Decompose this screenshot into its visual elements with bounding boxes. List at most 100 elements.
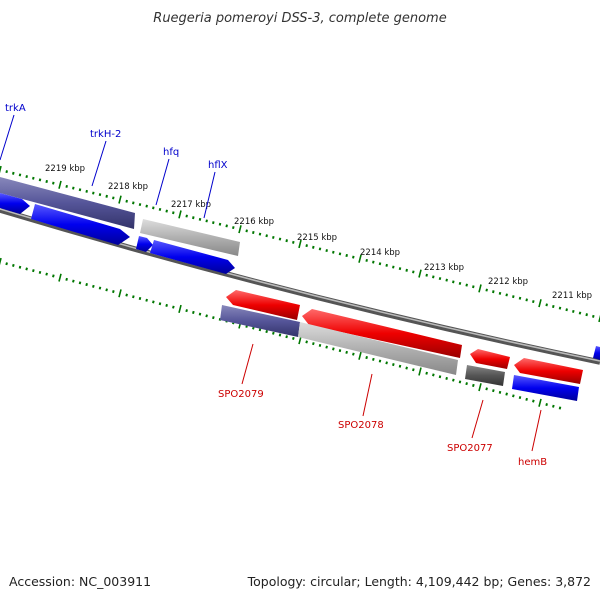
reverse-strand-features: [220, 290, 583, 401]
minor-tick: [125, 293, 128, 297]
minor-tick: [12, 263, 15, 267]
gene-feature[interactable]: [140, 219, 240, 256]
minor-tick: [405, 366, 408, 370]
minor-tick: [532, 300, 535, 304]
minor-tick: [525, 298, 528, 302]
minor-tick: [12, 171, 15, 175]
major-tick: [418, 269, 422, 278]
minor-tick: [165, 303, 168, 307]
minor-tick: [338, 349, 342, 353]
minor-tick: [425, 371, 428, 375]
minor-tick: [25, 267, 28, 271]
minor-tick: [545, 403, 548, 407]
gene-feature[interactable]: [298, 322, 458, 375]
minor-tick: [258, 328, 262, 332]
minor-tick: [78, 281, 82, 285]
topology-summary: Topology: circular; Length: 4,109,442 bp…: [247, 574, 591, 589]
gene-label-spo2078[interactable]: SPO2078: [338, 420, 384, 431]
gene-feature[interactable]: [470, 349, 510, 369]
minor-tick: [285, 335, 288, 339]
minor-tick: [452, 280, 455, 284]
gene-feature[interactable]: [302, 309, 462, 358]
minor-tick: [305, 244, 308, 248]
gene-feature[interactable]: [465, 365, 505, 386]
scale-label: 2216 kbp: [234, 217, 274, 227]
gene-feature[interactable]: [136, 236, 153, 252]
minor-tick: [292, 240, 295, 244]
minor-tick: [345, 253, 348, 258]
minor-tick: [425, 273, 428, 277]
minor-tick: [112, 196, 115, 200]
minor-tick: [165, 209, 168, 213]
minor-tick: [505, 392, 508, 396]
major-tick: [358, 351, 362, 360]
minor-tick: [558, 306, 562, 310]
gene-feature[interactable]: [150, 240, 235, 274]
gene-feature[interactable]: [0, 177, 135, 229]
gene-label-hflx[interactable]: hflX: [208, 160, 228, 171]
gene-label-hemb[interactable]: hemB: [518, 457, 547, 468]
minor-tick: [252, 230, 255, 235]
minor-tick: [78, 188, 82, 192]
gene-label-spo2077[interactable]: SPO2077: [447, 443, 493, 454]
minor-tick: [52, 274, 55, 278]
gene-feature[interactable]: [0, 193, 30, 214]
minor-tick: [472, 285, 475, 289]
minor-tick: [245, 229, 248, 233]
major-tick: [298, 239, 302, 249]
gene-feature[interactable]: [512, 375, 579, 401]
minor-tick: [72, 186, 75, 190]
gene-feature[interactable]: [514, 358, 583, 384]
minor-tick: [305, 340, 308, 344]
scale-label: 2212 kbp: [488, 277, 528, 287]
minor-tick: [92, 284, 95, 288]
minor-tick: [572, 309, 575, 313]
scale-labels: 2219 kbp 2218 kbp 2217 kbp 2216 kbp 2215…: [45, 164, 592, 301]
minor-tick: [18, 173, 22, 177]
minor-tick: [198, 217, 202, 221]
minor-tick: [545, 303, 548, 307]
minor-tick: [518, 396, 522, 400]
minor-tick: [352, 352, 355, 356]
gene-label-trka[interactable]: trkA: [5, 103, 26, 114]
minor-tick: [432, 275, 435, 279]
minor-tick: [592, 314, 595, 318]
minor-tick: [512, 295, 515, 299]
minor-tick: [285, 239, 288, 243]
major-tick: [58, 180, 62, 189]
minor-tick: [485, 387, 488, 391]
minor-tick: [558, 406, 562, 410]
gene-feature[interactable]: [593, 346, 600, 360]
minor-tick: [472, 383, 475, 387]
minor-tick: [158, 302, 162, 306]
gene-label-spo2079[interactable]: SPO2079: [218, 389, 264, 400]
minor-tick: [345, 350, 348, 354]
minor-tick: [258, 232, 262, 236]
major-tick: [478, 284, 482, 293]
minor-tick: [292, 336, 295, 340]
gene-label-hfq[interactable]: hfq: [163, 147, 179, 158]
minor-tick: [578, 311, 582, 315]
minor-tick: [325, 249, 328, 253]
gene-feature[interactable]: [226, 290, 300, 320]
minor-tick: [105, 288, 108, 292]
minor-tick: [525, 397, 528, 401]
minor-tick: [385, 361, 388, 365]
major-tick: [118, 195, 122, 204]
minor-tick: [152, 300, 155, 304]
gene-feature[interactable]: [220, 305, 300, 337]
minor-tick: [85, 189, 88, 193]
minor-tick: [92, 191, 95, 195]
major-tick: [0, 257, 2, 266]
gene-label-trkh-2[interactable]: trkH-2: [90, 129, 121, 140]
minor-tick: [458, 380, 462, 384]
minor-tick: [65, 184, 68, 188]
minor-tick: [272, 235, 275, 239]
minor-tick: [38, 270, 42, 274]
gene-feature[interactable]: [31, 204, 130, 245]
scale-label: 2214 kbp: [360, 248, 400, 258]
major-tick: [358, 254, 362, 263]
minor-tick: [438, 277, 442, 281]
minor-tick: [158, 207, 162, 211]
